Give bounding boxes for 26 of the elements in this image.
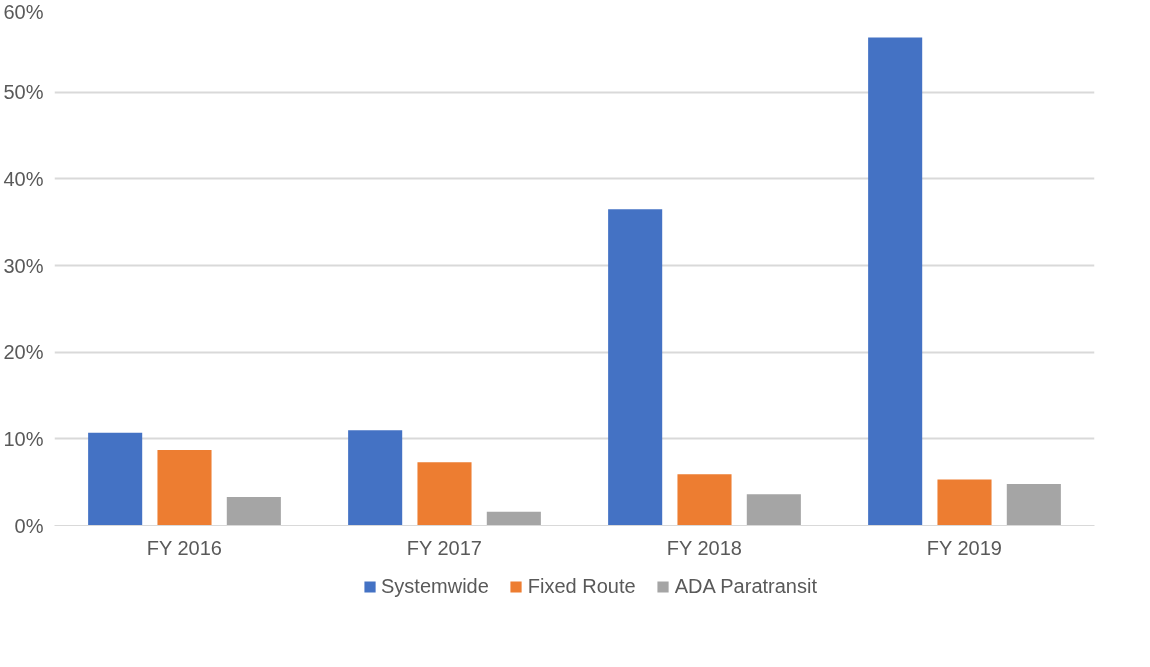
- x-tick-label: FY 2016: [146, 536, 222, 559]
- y-tick-label: 50%: [3, 81, 44, 104]
- y-tick-label: 30%: [3, 254, 44, 277]
- y-tick-label: 20%: [3, 341, 44, 364]
- bar: [157, 450, 212, 526]
- bar: [348, 430, 403, 526]
- legend-label: ADA Paratransit: [674, 574, 817, 598]
- bar: [937, 479, 992, 526]
- x-tick-label: FY 2017: [406, 536, 482, 559]
- y-tick-label: 10%: [3, 427, 44, 450]
- x-tick-label: FY 2019: [926, 536, 1002, 559]
- x-tick-label: FY 2018: [666, 536, 742, 559]
- y-tick-label: 40%: [3, 167, 44, 190]
- legend-label: Fixed Route: [527, 574, 636, 598]
- bar: [677, 474, 732, 526]
- bar: [226, 496, 281, 526]
- bar: [868, 37, 923, 526]
- bar: [1006, 483, 1061, 526]
- bar: [608, 209, 663, 526]
- bar: [88, 432, 143, 526]
- bar: [486, 511, 541, 526]
- bar: [417, 462, 472, 526]
- legend-label: Systemwide: [381, 574, 489, 598]
- y-tick-label: 60%: [3, 0, 44, 23]
- bar: [746, 494, 801, 526]
- y-tick-label: 0%: [14, 514, 44, 537]
